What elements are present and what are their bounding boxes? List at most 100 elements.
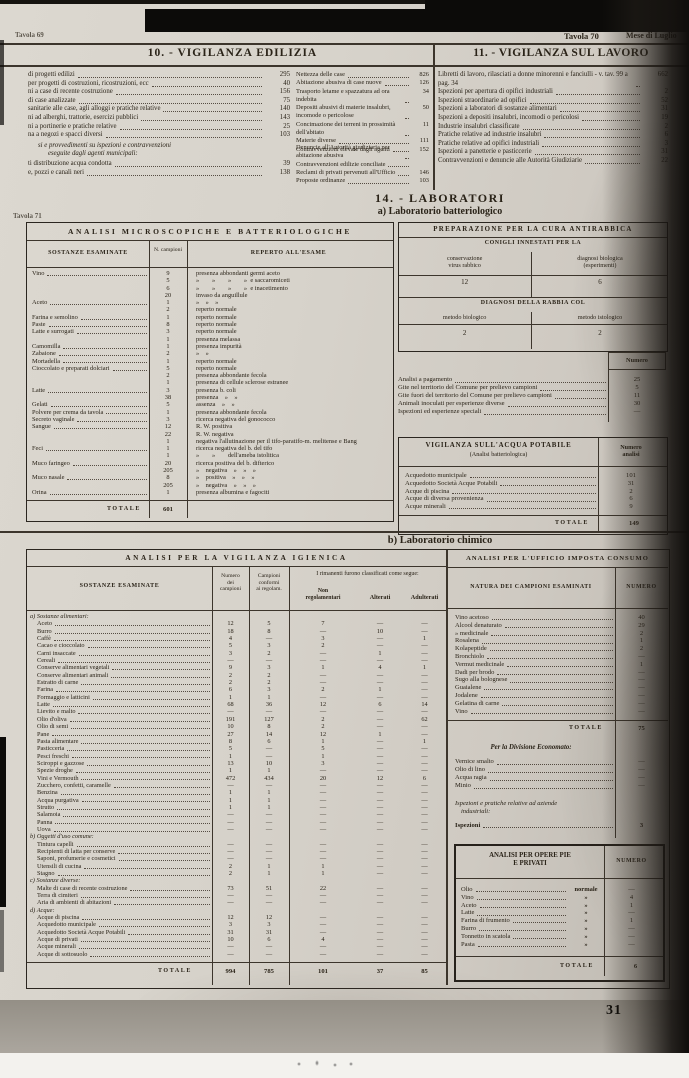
batteriologico-table: ANALISI MICROSCOPICHE E BATTERIOLOGICHE …	[26, 222, 394, 522]
item-value: 11	[422, 120, 429, 128]
value-adulterati: 1	[422, 664, 427, 672]
value-campioni	[212, 907, 249, 914]
dot-leader	[67, 478, 147, 481]
value-alterati: —	[376, 723, 384, 731]
col-header-natura: Natura dei campioni esaminati	[470, 584, 592, 590]
substance-label: Acque di piscina	[37, 914, 80, 922]
list-item: Concimazione dei terreni in prossimità d…	[296, 121, 429, 138]
header-line: dei	[227, 579, 234, 586]
value-alterati: —	[376, 899, 384, 907]
substance-cell: Spezie droghe	[27, 767, 212, 774]
value-conformi: —	[265, 708, 273, 716]
rule	[447, 567, 668, 568]
value-nonreg: 3	[321, 635, 325, 643]
list-item: Materie diverse 111	[296, 137, 429, 145]
dot-leader	[487, 657, 613, 660]
value-alterati: —	[376, 767, 384, 775]
value-nonreg: 12	[319, 701, 327, 709]
rule	[27, 610, 446, 611]
table-row: Acque di sottosuolo — — — — —	[27, 951, 446, 958]
substance-cell: Polvere per crema da tavola	[27, 409, 149, 416]
item-value: 111	[419, 137, 429, 145]
substance-cell: Acque minerali	[27, 943, 212, 950]
value-conformi: 10	[265, 759, 273, 767]
value-alterati: —	[376, 781, 384, 789]
substance-cell: Farina	[27, 686, 212, 693]
substance-cell	[27, 482, 149, 489]
substance-cell	[27, 372, 149, 379]
table-row: Paste 8 reperto normale	[27, 321, 393, 328]
value-adulterati: —	[421, 620, 428, 628]
item-label: Pasta	[461, 940, 475, 948]
finding-text: ricerca negativa del b. del tifo	[196, 445, 273, 453]
value-campioni: —	[227, 892, 234, 900]
finding-text: R. W. negativa	[196, 430, 234, 438]
edilizia-list-2b: Denuncie all'Autorità giudiziaria per ab…	[296, 144, 429, 185]
dot-leader	[60, 793, 210, 796]
rule	[27, 240, 393, 241]
dot-leader	[71, 727, 210, 729]
dot-leader	[141, 119, 262, 122]
value-conformi: 8	[267, 723, 271, 731]
value-alterati: 1	[378, 686, 382, 694]
dot-leader	[35, 399, 147, 400]
item-value: 295	[279, 71, 290, 78]
substance-label: Stagno	[37, 870, 55, 878]
substance-label: Vino	[32, 270, 45, 277]
substance-label: Saponi, profumerie e cosmetici	[37, 855, 116, 863]
total-value: 601	[163, 506, 173, 513]
table-row: Pesci freschi 1 — 1 — —	[27, 753, 446, 760]
substance-label: Camomilla	[32, 342, 61, 350]
value-nonreg: —	[319, 803, 327, 811]
dot-leader	[554, 397, 606, 399]
item-label: Abitazione abusiva di case nuove	[296, 79, 382, 87]
value-campioni: 4	[228, 635, 233, 643]
substance-cell: Pesci freschi	[27, 753, 212, 760]
value-conformi: —	[265, 781, 273, 789]
rule-heavy	[0, 531, 689, 533]
value-nonreg: 1	[321, 664, 325, 672]
value-campioni: —	[227, 950, 234, 958]
item-label: Tonnetto in scatola	[461, 932, 511, 940]
item-value: 146	[419, 168, 429, 176]
item-value: 138	[279, 168, 290, 176]
table-row: Polvere per crema da tavola 1 presenza a…	[27, 409, 393, 416]
item-value: 152	[419, 145, 429, 153]
table-row: Aceto 1 » » »	[27, 299, 393, 306]
title-line: ANALISI PER OPERE PIE	[489, 852, 571, 859]
dot-leader	[72, 464, 147, 466]
substance-label: Cacao e cioccolato	[37, 642, 85, 650]
finding-text: presenza impurità	[196, 342, 242, 350]
list-item: e, pozzi e canali neri 138	[28, 169, 290, 178]
substance-label: Carni insaccate	[37, 649, 76, 657]
value-alterati: —	[376, 708, 384, 716]
substance-label: Orina	[32, 488, 47, 496]
substance-cell: d) Acque:	[27, 907, 212, 914]
substance-label: Formaggio e latticini	[37, 693, 90, 701]
dot-leader	[481, 642, 613, 644]
substance-cell: Acquedotto Società Acque Potabili	[27, 929, 212, 936]
dot-leader	[49, 493, 147, 495]
dot-leader	[507, 405, 606, 407]
value-conformi: —	[265, 855, 273, 863]
value-nonreg: 7	[321, 620, 325, 628]
value-nonreg: 1	[321, 862, 325, 870]
item-label: ni ad alberghi, trattorie, esercizi pubb…	[28, 113, 139, 121]
value-campioni: 2	[228, 679, 233, 687]
item-label: Alcool denaturato	[455, 621, 502, 629]
table-row: Cacao e cioccolato 5 3 2 — —	[27, 642, 446, 649]
table-row: Conserve alimentari vegetali 9 3 1 4 1	[27, 664, 446, 671]
list-item: di case analizzate 75	[28, 97, 290, 106]
value-alterati: —	[376, 914, 384, 922]
column-divider	[149, 240, 150, 518]
item-label: Minio	[455, 782, 471, 789]
value-adulterati: —	[421, 789, 428, 797]
substance-cell: Sciroppi e gazzose	[27, 760, 212, 767]
table-row: Uova — — — — —	[27, 826, 446, 833]
dot-leader	[113, 786, 210, 788]
substance-cell: Utensili di cucina	[27, 863, 212, 870]
samples-value: 5	[166, 277, 170, 285]
dot-leader	[479, 929, 566, 932]
value-conformi: —	[265, 848, 273, 855]
header-line: campioni	[219, 586, 242, 592]
